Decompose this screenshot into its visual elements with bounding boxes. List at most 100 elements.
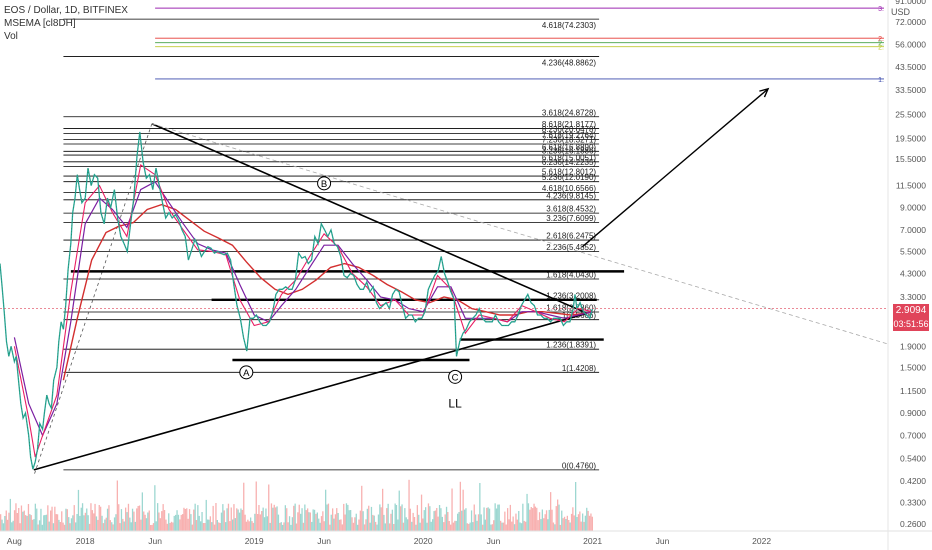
volume-bar: [394, 503, 396, 531]
volume-bar: [579, 511, 581, 531]
volume-bar: [398, 490, 400, 531]
volume-bar: [509, 504, 511, 531]
trend-drawings: [33, 87, 889, 477]
y-tick-label: 0.9000: [900, 408, 926, 418]
volume-bar: [475, 514, 477, 531]
volume-bar: [426, 522, 428, 531]
indicator-vol-label[interactable]: Vol: [4, 31, 18, 42]
volume-bar: [277, 514, 280, 531]
volume-bar: [441, 516, 443, 531]
volume-bar: [202, 523, 205, 531]
volume-bar: [432, 519, 434, 531]
volume-bar: [305, 510, 307, 531]
volume-bar: [204, 523, 206, 531]
volume-bar: [137, 506, 139, 531]
volume-bar: [73, 505, 75, 531]
fib-level-label: 2.618(6.2475): [546, 232, 596, 241]
volume-bar: [168, 513, 170, 531]
volume-bar: [51, 506, 53, 531]
volume-bar: [502, 522, 505, 531]
volume-bar: [552, 522, 555, 531]
volume-bar: [76, 514, 78, 531]
volume-bar: [352, 522, 355, 531]
y-tick-label: 19.5000: [895, 133, 926, 143]
volume-bar: [469, 522, 471, 531]
volume-bar: [54, 506, 56, 531]
volume-bar: [300, 513, 302, 531]
extension-label: 2.: [878, 36, 884, 43]
y-tick-label: 72.0000: [895, 17, 926, 27]
volume-bar: [415, 524, 417, 531]
volume-bar: [62, 522, 64, 531]
volume-bar: [225, 522, 227, 531]
volume-bar: [290, 524, 292, 531]
y-tick-label: 0.3300: [900, 498, 926, 508]
y-tick-label: 3.3000: [900, 292, 926, 302]
volume-bar: [157, 503, 159, 531]
volume-bar: [68, 517, 70, 531]
volume-bar: [313, 509, 316, 531]
volume-bar: [275, 507, 277, 531]
volume-bar: [409, 508, 411, 531]
volume-bar: [304, 504, 306, 531]
y-tick-label: 33.5000: [895, 85, 926, 95]
volume-bar: [491, 524, 493, 531]
volume-bar: [504, 511, 506, 531]
volume-bar: [79, 515, 81, 531]
triangle-upper-trendline: [151, 123, 588, 315]
volume-bar: [436, 508, 438, 531]
volume-bar: [130, 522, 132, 531]
fib-level-label: 1.236(3.2008): [546, 291, 596, 300]
volume-bar: [534, 506, 536, 531]
volume-bar: [347, 504, 349, 531]
volume-bar: [115, 514, 117, 531]
volume-bar: [219, 523, 221, 531]
volume-bar: [94, 503, 96, 531]
dashed-guide-line: [33, 123, 153, 477]
volume-bar: [316, 512, 318, 531]
volume-bar: [16, 513, 18, 531]
volume-bar: [576, 517, 578, 531]
volume-bar: [505, 524, 507, 531]
volume-bar: [106, 508, 109, 531]
volume-bar: [95, 516, 98, 531]
indicator-msema-label[interactable]: MSEMA [cl8DH]: [4, 18, 76, 29]
volume-bar: [393, 524, 395, 531]
extension-label: 3.: [878, 6, 884, 13]
volume-bar: [129, 517, 131, 531]
volume-bar: [486, 507, 488, 531]
volume-bar: [462, 489, 464, 531]
volume-bar: [165, 519, 167, 531]
volume-bar: [86, 508, 88, 531]
fib-level-label: 4.236(9.8145): [546, 191, 596, 200]
volume-bar: [422, 518, 424, 531]
volume-bar: [209, 516, 211, 531]
y-tick-label: 1.5000: [900, 362, 926, 372]
time-axis[interactable]: Aug 2018 Jun 2019 Jun 2020 Jun 2021 Jun 2022: [7, 536, 772, 546]
volume-bar: [433, 511, 435, 531]
volume-bar: [140, 519, 142, 531]
price-axis[interactable]: 91.0000 72.0000 56.0000 43.5000 33.5000 25.50…: [895, 0, 926, 529]
volume-bar: [284, 505, 286, 531]
volume-bar: [530, 507, 532, 531]
volume-bar: [88, 523, 91, 531]
volume-bar: [401, 504, 403, 531]
volume-bar: [211, 522, 213, 531]
volume-bar: [520, 523, 523, 531]
volume-bar: [184, 509, 186, 531]
volume-bar: [191, 524, 193, 531]
volume-bar: [418, 514, 420, 531]
volume-bar: [266, 516, 268, 531]
volume-bar: [443, 522, 445, 531]
volume-bar: [494, 503, 496, 531]
volume-bar: [366, 508, 368, 531]
volume-bar: [255, 481, 257, 531]
volume-bar: [112, 524, 114, 531]
volume-bar: [5, 510, 7, 531]
volume-bar: [6, 519, 9, 531]
symbol-title[interactable]: EOS / Dollar, 1D, BITFINEX: [4, 5, 128, 16]
volume-bar: [357, 524, 359, 531]
volume-bar: [463, 509, 466, 531]
volume-bar: [152, 523, 155, 531]
